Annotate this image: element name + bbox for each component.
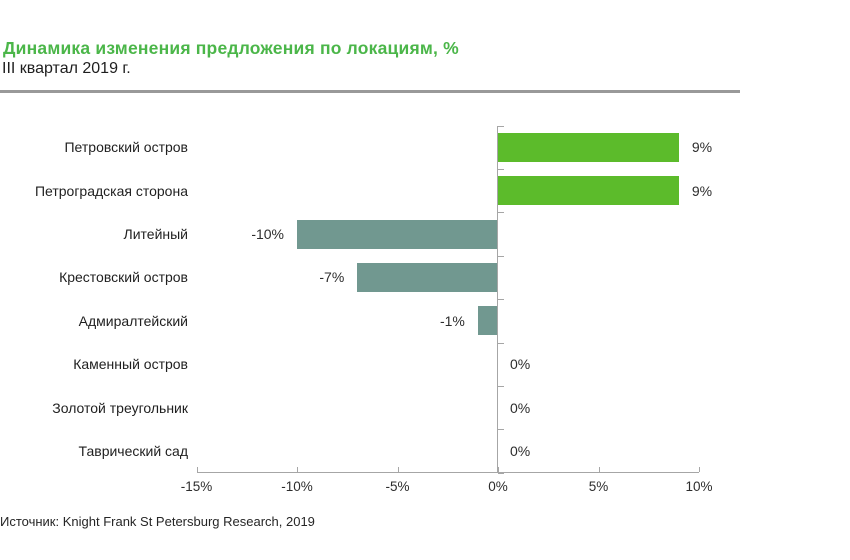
bar-value-label: -1% [439, 312, 465, 329]
x-tick-label: -10% [281, 479, 313, 494]
x-tick-label: 5% [588, 479, 609, 494]
category-label: Петроградская сторона [34, 182, 188, 199]
bar-positive [498, 176, 679, 206]
source-note: Источник: Knight Frank St Petersburg Res… [0, 514, 315, 529]
x-axis-tick [498, 467, 499, 472]
category-label: Петровский остров [64, 139, 188, 156]
x-tick-label: -5% [385, 479, 410, 494]
y-axis-tick [498, 429, 504, 431]
chart-title: Динамика изменения предложения по локаци… [3, 38, 459, 58]
bar-value-label: 0% [510, 443, 531, 459]
bar-negative [357, 262, 498, 292]
header-divider [0, 90, 740, 93]
category-label: Каменный остров [73, 356, 188, 373]
category-label: Крестовский остров [59, 269, 188, 286]
y-axis-tick [498, 125, 504, 127]
x-tick-label: -15% [180, 479, 213, 494]
bar-negative [297, 219, 498, 249]
x-axis-tick [196, 467, 198, 472]
x-axis-line [196, 472, 699, 473]
bar-value-label: -10% [251, 226, 284, 242]
category-label: Адмиралтейский [78, 312, 188, 329]
bar-positive [498, 132, 679, 162]
x-tick-label: 0% [488, 479, 508, 494]
category-label: Золотой треугольник [52, 399, 188, 416]
y-axis-tick [498, 342, 504, 344]
x-axis-tick [297, 467, 298, 472]
x-axis-tick [699, 467, 700, 472]
y-axis-line [497, 125, 498, 473]
bar-value-label: 0% [510, 399, 531, 416]
x-tick-label: 10% [685, 479, 713, 494]
bar-value-label: 0% [510, 356, 531, 373]
y-axis-tick [498, 385, 504, 387]
y-axis-tick [498, 255, 504, 257]
bar-negative [477, 306, 498, 336]
chart-subtitle: III квартал 2019 г. [2, 60, 131, 77]
y-axis-tick [498, 299, 504, 301]
category-label: Литейный [123, 226, 188, 242]
category-label: Таврический сад [78, 443, 188, 459]
bar-value-label: 9% [691, 139, 713, 156]
x-axis-tick [598, 467, 600, 472]
y-axis-tick [498, 168, 504, 170]
bar-value-label: 9% [691, 182, 713, 199]
x-axis-tick [397, 467, 399, 472]
y-axis-tick [498, 472, 504, 474]
y-axis-tick [498, 212, 504, 214]
bar-value-label: -7% [319, 269, 345, 286]
